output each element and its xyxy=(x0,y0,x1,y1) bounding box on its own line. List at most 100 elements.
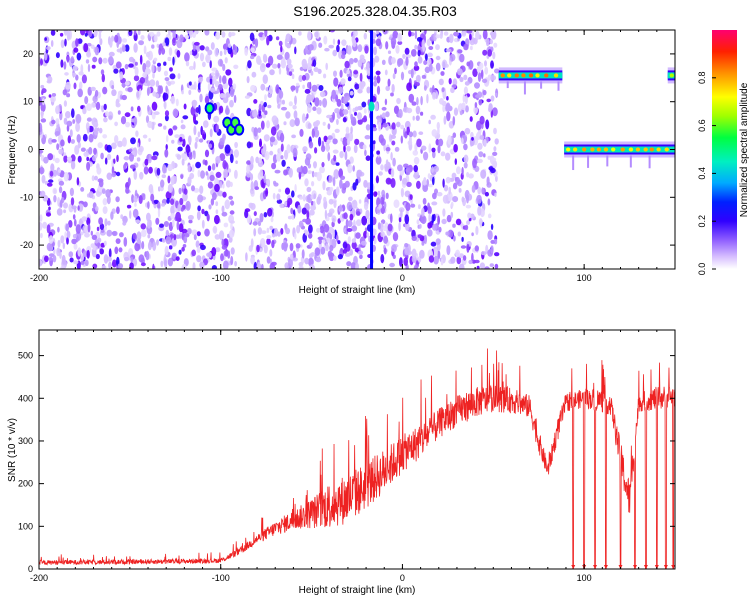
spectrogram-broadband-noise xyxy=(252,110,258,118)
spectrogram-broadband-noise xyxy=(271,240,274,248)
spectrogram-broadband-noise xyxy=(63,155,67,163)
spectrogram-broadband-noise xyxy=(128,177,131,186)
spectrogram-broadband-noise xyxy=(480,170,486,179)
spectrogram-broadband-noise xyxy=(92,65,96,69)
spectrogram-broadband-noise xyxy=(164,221,169,227)
snr-ytick-label: 100 xyxy=(18,521,33,531)
spectrogram-broadband-noise xyxy=(95,90,98,97)
spectrogram-broadband-noise xyxy=(222,31,226,37)
spectrogram-broadband-noise xyxy=(112,231,118,236)
spectrogram-broadband-noise xyxy=(297,205,301,214)
spectrogram-broadband-noise xyxy=(40,233,43,238)
spectrogram-broadband-noise xyxy=(329,199,334,205)
spectrogram-broadband-noise xyxy=(364,45,368,53)
spectrogram-broadband-noise xyxy=(164,103,167,108)
spectrogram-broadband-noise xyxy=(438,227,441,233)
spectrogram-broadband-noise xyxy=(99,31,102,40)
spectrogram-broadband-noise xyxy=(445,232,449,236)
spectrogram-broadband-noise xyxy=(212,163,216,170)
spectrogram-broadband-noise xyxy=(230,200,234,205)
spectrogram-broadband-noise xyxy=(222,245,228,250)
spectrogram-broadband-noise xyxy=(409,94,415,103)
spectrogram-broadband-noise xyxy=(432,129,438,137)
spectrogram-broadband-noise xyxy=(184,188,188,195)
spectrogram-broadband-noise xyxy=(328,175,332,183)
spectrogram-broadband-noise xyxy=(331,215,336,222)
spectrogram-broadband-noise xyxy=(356,211,361,216)
spectrogram-broadband-noise xyxy=(495,264,499,270)
snr-plot-area xyxy=(39,349,675,569)
spectrogram-broadband-noise xyxy=(469,34,472,41)
spectrogram-broadband-noise xyxy=(148,241,152,250)
spectrogram-broadband-noise xyxy=(268,89,272,93)
spectrogram-broadband-noise xyxy=(177,154,182,160)
spectrogram-broadband-noise xyxy=(166,230,169,237)
spectrogram-broadband-noise xyxy=(485,119,489,129)
spectrogram-broadband-noise xyxy=(228,196,233,200)
spectrogram-broadband-noise xyxy=(87,128,90,134)
spectrogram-broadband-noise xyxy=(482,50,487,56)
spectrogram-broadband-noise xyxy=(80,187,84,192)
spectrogram-broadband-noise xyxy=(492,158,497,162)
spectrogram-broadband-noise xyxy=(431,201,437,205)
spectrogram-broadband-noise xyxy=(411,69,414,79)
spectrogram-broadband-noise xyxy=(168,258,173,267)
spectrogram-broadband-noise xyxy=(453,132,457,138)
snr-frame xyxy=(39,330,675,569)
spectrogram-broadband-noise xyxy=(195,142,198,149)
spectrogram-broadband-noise xyxy=(463,75,467,81)
spectrogram-ytick-label: 0 xyxy=(28,145,33,155)
spectrogram-broadband-noise xyxy=(176,256,180,261)
spectrogram-broadband-noise xyxy=(125,64,129,69)
spectrogram-broadband-noise xyxy=(116,206,120,214)
spectrogram-broadband-noise xyxy=(309,141,313,148)
spectrogram-broadband-noise xyxy=(347,164,352,174)
spectrogram-broadband-noise xyxy=(478,151,483,157)
spectrogram-broadband-noise xyxy=(167,176,170,184)
spectrogram-broadband-noise xyxy=(302,146,307,152)
spectrogram-broadband-noise xyxy=(97,127,99,131)
spectrogram-broadband-noise xyxy=(267,105,271,109)
spectrogram-broadband-noise xyxy=(184,52,190,62)
spectrogram-broadband-noise xyxy=(223,169,228,178)
spectrogram-broadband-noise xyxy=(421,208,425,217)
spectrogram-broadband-noise xyxy=(211,247,216,256)
spectrogram-broadband-noise xyxy=(322,240,325,244)
spectrogram-broadband-noise xyxy=(374,102,378,111)
spectrogram-broadband-noise xyxy=(250,55,254,59)
spectrogram-broadband-noise xyxy=(463,144,468,151)
spectrogram-broadband-noise xyxy=(65,224,69,232)
spectrogram-broadband-noise xyxy=(442,87,445,92)
spectrogram-broadband-noise xyxy=(412,236,417,241)
spectrogram-broadband-noise xyxy=(218,59,223,67)
spectrogram-broadband-noise xyxy=(323,36,327,45)
spectrogram-broadband-noise xyxy=(269,226,273,230)
spectrogram-broadband-noise xyxy=(63,243,65,249)
spectrogram-broadband-noise xyxy=(212,265,217,271)
spectrogram-broadband-noise xyxy=(449,34,454,44)
spectrogram-broadband-noise xyxy=(199,262,204,268)
spectrogram-broadband-noise xyxy=(312,128,315,138)
spectrogram-broadband-noise xyxy=(83,134,88,142)
spectrogram-broadband-noise xyxy=(205,160,208,166)
spectrogram-broadband-noise xyxy=(169,245,173,249)
spectrogram-broadband-noise xyxy=(281,107,287,111)
spectrogram-broadband-noise xyxy=(91,243,95,248)
spectrogram-broadband-noise xyxy=(461,245,466,249)
spectrogram-broadband-noise xyxy=(423,177,426,186)
spectrogram-broadband-noise xyxy=(332,138,337,144)
spectrogram-broadband-noise xyxy=(71,239,77,245)
spectrogram-broadband-noise xyxy=(215,32,220,40)
spectrogram-broadband-noise xyxy=(305,89,311,94)
spectrogram-broadband-noise xyxy=(188,90,191,95)
spectrogram-broadband-noise xyxy=(345,181,350,188)
spectrogram-broadband-noise xyxy=(382,112,386,119)
spectrogram-broadband-noise xyxy=(230,220,235,224)
spectrogram-broadband-noise xyxy=(164,149,168,158)
spectrogram-broadband-noise xyxy=(163,126,166,130)
spectrogram-broadband-noise xyxy=(354,139,359,145)
spectrogram-broadband-noise xyxy=(79,82,83,90)
spectrogram-broadband-noise xyxy=(74,219,77,226)
spectrogram-broadband-noise xyxy=(263,74,268,84)
spectrogram-broadband-noise xyxy=(390,178,395,188)
